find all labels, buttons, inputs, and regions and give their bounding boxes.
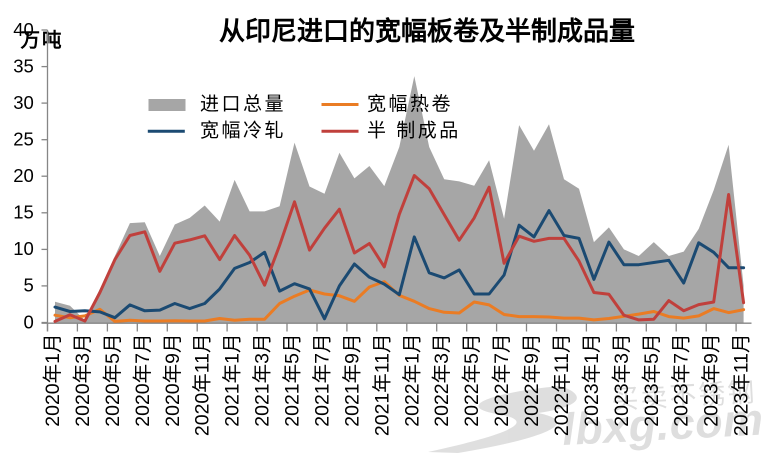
svg-text:35: 35 xyxy=(13,55,34,76)
svg-text:2022年7月: 2022年7月 xyxy=(491,334,513,427)
svg-text:2021年7月: 2021年7月 xyxy=(312,334,334,427)
svg-text:2023年5月: 2023年5月 xyxy=(641,334,663,427)
svg-text:2022年11月: 2022年11月 xyxy=(551,334,573,437)
svg-text:20: 20 xyxy=(13,165,34,186)
svg-text:25: 25 xyxy=(13,129,34,150)
svg-text:半 制成品: 半 制成品 xyxy=(367,120,461,142)
svg-text:2023年9月: 2023年9月 xyxy=(701,334,723,427)
svg-text:2022年9月: 2022年9月 xyxy=(521,334,543,427)
svg-text:2020年5月: 2020年5月 xyxy=(102,334,124,427)
svg-text:宽幅冷轧: 宽幅冷轧 xyxy=(200,120,286,142)
svg-text:40: 40 xyxy=(13,19,34,40)
svg-text:进口总量: 进口总量 xyxy=(200,93,286,115)
svg-text:宽幅热卷: 宽幅热卷 xyxy=(367,93,453,115)
svg-text:2022年1月: 2022年1月 xyxy=(401,334,423,427)
svg-text:2020年1月: 2020年1月 xyxy=(42,334,64,427)
svg-text:从印尼进口的宽幅板卷及半制成品量: 从印尼进口的宽幅板卷及半制成品量 xyxy=(219,16,635,46)
svg-text:2021年9月: 2021年9月 xyxy=(341,334,363,427)
svg-text:2020年3月: 2020年3月 xyxy=(72,334,94,427)
svg-text:5: 5 xyxy=(24,275,34,296)
svg-text:lbxg.com: lbxg.com xyxy=(561,394,763,455)
svg-text:2020年11月: 2020年11月 xyxy=(192,334,214,437)
svg-text:30: 30 xyxy=(13,92,34,113)
svg-text:2021年11月: 2021年11月 xyxy=(371,334,393,437)
svg-text:2021年1月: 2021年1月 xyxy=(222,334,244,427)
svg-text:2021年5月: 2021年5月 xyxy=(282,334,304,427)
svg-text:2023年3月: 2023年3月 xyxy=(611,334,633,427)
svg-text:0: 0 xyxy=(24,311,34,332)
svg-text:2022年5月: 2022年5月 xyxy=(461,334,483,427)
svg-text:2023年1月: 2023年1月 xyxy=(581,334,603,427)
svg-text:2020年7月: 2020年7月 xyxy=(132,334,154,427)
svg-text:万吨: 万吨 xyxy=(20,29,64,52)
svg-text:2023年7月: 2023年7月 xyxy=(671,334,693,427)
svg-text:15: 15 xyxy=(13,202,34,223)
svg-text:2020年9月: 2020年9月 xyxy=(162,334,184,427)
svg-text:10: 10 xyxy=(13,238,34,259)
svg-text:2021年3月: 2021年3月 xyxy=(252,334,274,427)
svg-text:2022年3月: 2022年3月 xyxy=(431,334,453,427)
svg-text:2023年11月: 2023年11月 xyxy=(731,334,753,437)
